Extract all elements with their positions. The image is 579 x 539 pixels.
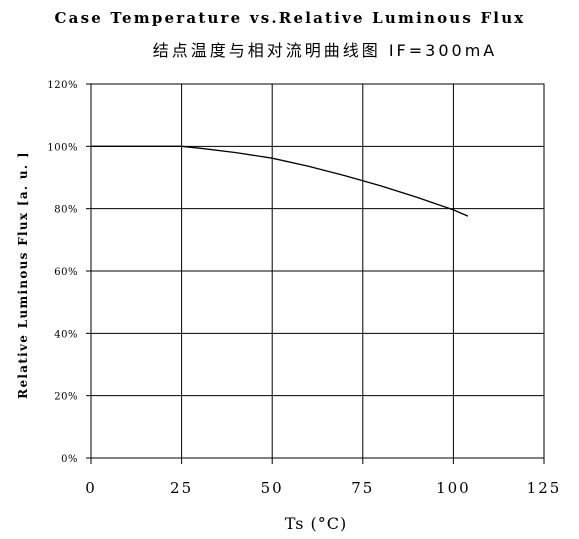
y-tick-label: 20% <box>54 392 78 403</box>
y-tick-label: 60% <box>54 267 78 278</box>
x-tick-labels: 0 25 50 75 100 125 <box>85 479 562 497</box>
chart-title: Case Temperature vs.Relative Luminous Fl… <box>55 9 526 27</box>
x-tick-label: 75 <box>351 479 374 497</box>
y-tick-label: 40% <box>54 329 78 340</box>
chart-subtitle: 结点温度与相对流明曲线图 IF=300mA <box>153 41 498 60</box>
x-tick-label: 100 <box>436 479 471 497</box>
x-tick-label: 25 <box>170 479 193 497</box>
x-tick-label: 0 <box>85 479 97 497</box>
x-axis-label: Ts (°C) <box>285 514 348 533</box>
y-tick-label: 100% <box>47 142 78 153</box>
y-tick-label: 80% <box>54 205 78 216</box>
x-tick-label: 50 <box>261 479 284 497</box>
y-tick-labels: 0% 20% 40% 60% 80% 100% 120% <box>47 80 78 465</box>
y-axis-label: Relative Luminous Flux [a. u. ] <box>16 151 30 399</box>
y-tick-label: 0% <box>61 454 78 465</box>
grid-lines <box>91 84 544 458</box>
data-series <box>91 145 469 217</box>
x-tick-label: 125 <box>527 479 562 497</box>
axes <box>86 83 545 464</box>
series-line <box>91 145 469 217</box>
y-tick-label: 120% <box>47 80 78 91</box>
